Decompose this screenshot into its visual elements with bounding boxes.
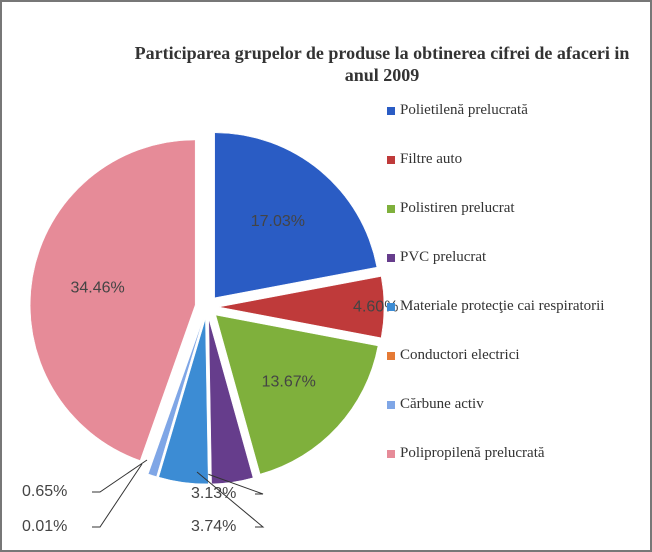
leader-line (196, 471, 265, 528)
legend-label: Conductori electrici (400, 347, 520, 363)
legend-label: Filtre auto (400, 151, 463, 167)
data-label: 3.74% (191, 518, 236, 535)
legend-swatch (387, 352, 395, 360)
legend-swatch (387, 156, 395, 164)
legend-item: Cărbune activ (387, 396, 642, 445)
legend-label: Polistiren prelucrat (400, 200, 515, 216)
legend-item: Polistiren prelucrat (387, 200, 642, 249)
pie-slice (29, 139, 196, 461)
pie-slice (156, 318, 204, 478)
data-label: 13.67% (262, 373, 316, 390)
legend-item: Materiale protecţie cai respiratorii (387, 298, 642, 347)
legend-swatch (387, 205, 395, 213)
pie-slice (215, 314, 379, 475)
leader-line (201, 471, 264, 495)
legend-item: Filtre auto (387, 151, 642, 200)
legend-label: PVC prelucrat (400, 249, 487, 265)
legend-swatch (387, 107, 395, 115)
leader-line (92, 459, 148, 493)
data-label: 34.46% (70, 279, 124, 296)
pie-slice (214, 132, 378, 299)
legend-label: Cărbune activ (400, 396, 484, 412)
legend-label: Polipropilenă prelucrată (400, 445, 545, 461)
legend: Polietilenă prelucrată Filtre auto Polisti… (387, 102, 642, 494)
legend-swatch (387, 254, 395, 262)
data-label: 4.60% (353, 298, 398, 315)
data-label: 0.01% (22, 518, 67, 535)
legend-item: Conductori electrici (387, 347, 642, 396)
legend-label: Materiale protecţie cai respiratorii (400, 298, 605, 314)
pie-slice (218, 276, 385, 339)
leader-line (92, 463, 143, 528)
legend-swatch (387, 303, 395, 311)
pie-slice (158, 318, 209, 485)
legend-swatch (387, 450, 395, 458)
legend-item: Polietilenă prelucrată (387, 102, 642, 151)
legend-item: PVC prelucrat (387, 249, 642, 298)
legend-swatch (387, 401, 395, 409)
legend-item: Polipropilenă prelucrată (387, 445, 642, 494)
data-label: 17.03% (251, 213, 305, 230)
data-label: 0.65% (22, 483, 67, 500)
chart-title: Participarea grupelor de produse la obti… (134, 43, 630, 85)
pie-slice (147, 318, 204, 477)
data-label: 3.13% (191, 485, 236, 502)
legend-label: Polietilenă prelucrată (400, 102, 528, 118)
